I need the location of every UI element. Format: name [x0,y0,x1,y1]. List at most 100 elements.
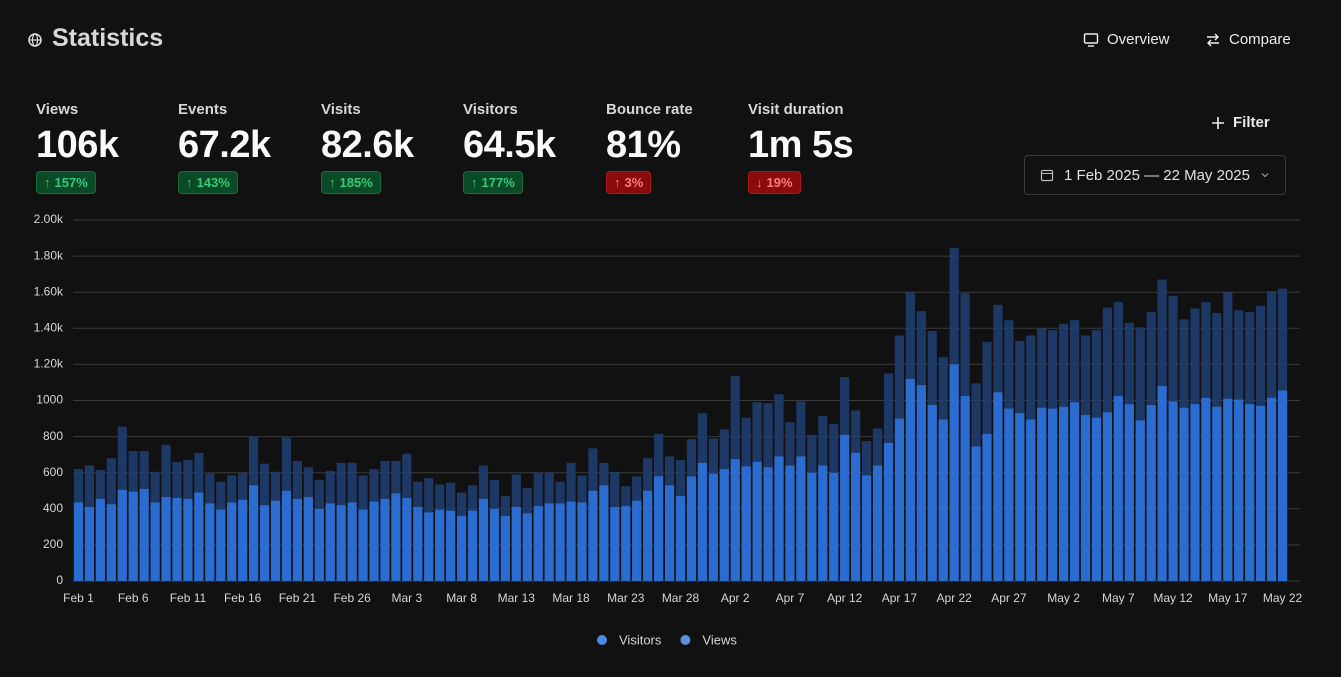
bar [708,473,718,581]
bar [1004,408,1014,581]
bar [818,465,828,581]
bar [446,510,456,581]
change-badge: ↑ 177% [463,171,523,194]
bar [599,485,609,581]
arrow: ↓ [756,175,763,190]
bar [533,506,543,581]
bar [1102,412,1112,581]
bar [150,502,160,581]
bar [785,465,795,581]
y-tick-label: 400 [43,501,63,515]
metric-label: Views [36,101,79,118]
change-text: 3% [624,175,644,190]
date-range-picker[interactable]: 1 Feb 2025 — 22 May 2025 [1024,155,1286,195]
bar [949,364,959,581]
metric-label: Bounce rate [606,101,693,118]
metric-label: Events [178,101,228,118]
y-tick-label: 600 [43,465,63,479]
bar [205,503,215,581]
x-tick-label: Mar 18 [552,591,590,605]
bar [610,506,620,581]
x-tick-label: Apr 17 [882,591,918,605]
bar [1113,395,1123,581]
bar [1277,390,1288,581]
bar [238,499,248,581]
monitor-icon [1083,32,1099,47]
bar [259,505,270,581]
x-tick-label: Apr 2 [721,591,750,605]
bar [993,392,1003,581]
bar [369,501,379,581]
bar [1234,399,1244,581]
bar [336,505,346,581]
bar [883,442,894,581]
arrow: ↑ [329,175,336,190]
metric-value: 106k [36,124,119,166]
bar [500,516,510,581]
y-tick-label: 200 [43,537,63,551]
legend-swatch [680,635,691,645]
metric-card: Visit duration 1m 5s ↓ 19% [748,101,854,194]
plus-icon [1212,116,1224,129]
bar [1223,398,1233,581]
bar [774,456,784,581]
x-tick-label: Feb 16 [224,591,262,605]
bar [719,469,729,581]
bar [643,490,653,581]
bar [938,419,948,581]
bar [522,513,532,581]
y-tick-label: 800 [43,429,63,443]
filter-button[interactable]: Filter [1211,114,1270,131]
bar [752,461,762,581]
bar [1059,406,1069,581]
bar [511,506,521,581]
bar [1048,408,1058,581]
legend-label: Visitors [619,632,662,647]
metric-value: 1m 5s [748,124,854,166]
bar [1256,405,1266,581]
bar [1091,417,1102,581]
bar [292,498,302,581]
arrow: ↑ [471,175,478,190]
overview-button[interactable]: Overview [1083,31,1170,48]
bar [905,378,915,581]
bar [314,508,324,581]
change-text: 185% [339,175,373,190]
bar [686,476,697,581]
bar [1266,397,1277,581]
bar [577,502,587,581]
bar [566,501,576,581]
legend-label: Views [702,632,737,647]
bar [1245,404,1255,581]
bar [172,497,182,581]
date-range-text: 1 Feb 2025 — 22 May 2025 [1064,166,1250,184]
bar [555,503,565,581]
arrow: ↑ [186,175,193,190]
x-tick-label: Apr 7 [776,591,805,605]
bar [730,459,740,581]
bar [1037,407,1047,581]
bar [840,434,850,581]
arrow: ↑ [44,175,51,190]
x-tick-label: May 7 [1102,591,1135,605]
x-tick-label: Feb 26 [333,591,371,605]
y-tick-label: 1.20k [34,357,64,371]
bar [380,498,390,581]
bar [1212,406,1222,581]
x-tick-label: Mar 13 [498,591,536,605]
bar [1190,404,1200,581]
bar [851,452,861,581]
y-tick-label: 1.40k [34,320,64,334]
bar [413,506,423,581]
bar [227,502,237,581]
bar [807,472,817,581]
bar [621,506,631,581]
bar [544,503,554,581]
metric-card: Bounce rate 81% ↑ 3% [606,101,693,194]
compare-button[interactable]: Compare [1205,31,1291,48]
bar [1135,420,1145,581]
bar [117,489,127,581]
bar [894,418,905,581]
